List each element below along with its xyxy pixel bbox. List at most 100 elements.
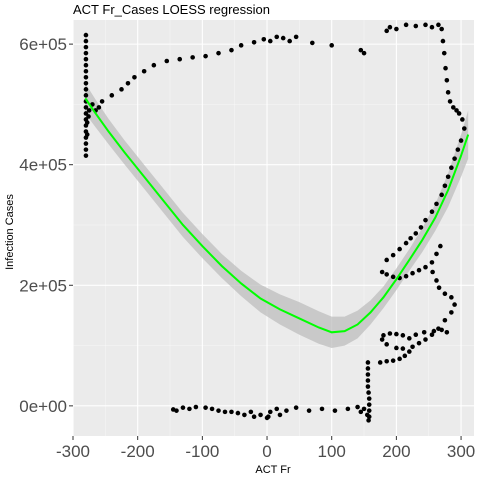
data-point <box>261 36 267 42</box>
data-point <box>440 38 446 44</box>
data-point <box>83 44 89 50</box>
x-tick-label: 300 <box>447 442 475 461</box>
data-point <box>83 68 89 74</box>
data-point <box>439 192 444 198</box>
data-point <box>222 409 228 415</box>
data-point <box>83 38 89 44</box>
data-point <box>170 407 176 412</box>
data-point <box>84 120 90 125</box>
data-point <box>461 126 467 131</box>
data-point <box>83 74 89 80</box>
data-point <box>429 209 435 215</box>
data-point <box>400 346 406 351</box>
y-tick-label: 0e+00 <box>19 397 67 416</box>
data-point <box>455 147 461 152</box>
data-point <box>442 317 448 323</box>
data-point <box>403 22 409 28</box>
data-point <box>384 342 389 347</box>
data-point <box>381 333 386 338</box>
x-tick-label: -100 <box>185 442 219 461</box>
data-point <box>390 274 396 280</box>
chart-title: ACT Fr_Cases LOESS regression <box>73 2 270 17</box>
data-point <box>423 217 428 223</box>
data-point <box>447 99 453 104</box>
data-point <box>251 414 257 420</box>
data-point <box>452 302 457 307</box>
data-point <box>366 396 372 401</box>
data-point <box>387 331 393 336</box>
data-point <box>258 412 263 418</box>
data-point <box>190 55 195 60</box>
x-axis: -300 -200 -100 0 100 200 300 <box>56 436 475 461</box>
data-point <box>177 56 183 62</box>
y-tick-label: 2e+05 <box>19 276 67 295</box>
data-point <box>86 114 91 119</box>
data-point <box>83 105 89 110</box>
data-point <box>83 50 89 56</box>
data-point <box>377 360 383 365</box>
data-point <box>451 105 456 110</box>
data-point <box>310 40 315 46</box>
data-point <box>358 409 364 415</box>
data-point <box>413 231 419 236</box>
data-point <box>364 412 370 418</box>
data-point <box>216 408 221 413</box>
data-point <box>216 50 221 56</box>
data-point <box>358 47 364 53</box>
data-point <box>141 68 147 74</box>
data-point <box>397 246 402 252</box>
data-point <box>384 28 389 34</box>
data-point <box>203 53 208 59</box>
data-point <box>429 24 435 30</box>
data-point <box>248 409 254 415</box>
data-point <box>402 353 408 359</box>
data-point <box>284 408 289 413</box>
data-point <box>421 330 427 335</box>
data-point <box>390 358 396 363</box>
data-point <box>361 50 367 56</box>
data-point <box>407 349 412 354</box>
data-point <box>384 358 389 364</box>
data-point <box>416 267 422 273</box>
data-point <box>365 372 371 377</box>
data-point <box>83 62 89 68</box>
data-point <box>209 406 215 412</box>
data-point <box>365 378 371 383</box>
data-point <box>423 264 428 270</box>
data-point <box>429 332 435 338</box>
data-point <box>229 47 234 53</box>
data-point <box>403 273 409 279</box>
data-point <box>229 409 234 415</box>
data-point <box>306 408 312 413</box>
data-point <box>452 156 457 161</box>
data-point <box>445 90 451 95</box>
data-point <box>345 406 351 412</box>
data-point <box>460 117 465 122</box>
data-point <box>379 269 385 275</box>
data-point <box>119 87 124 92</box>
data-point <box>444 77 450 83</box>
data-point <box>430 269 435 275</box>
data-point <box>439 26 444 32</box>
data-point <box>384 257 389 263</box>
data-point <box>413 23 419 29</box>
data-point <box>400 333 406 338</box>
data-point <box>83 153 89 158</box>
data-point <box>267 38 273 44</box>
data-point <box>84 132 90 137</box>
data-point <box>187 406 192 412</box>
data-point <box>83 56 89 62</box>
data-point <box>397 356 402 362</box>
loess-fit-line <box>84 97 470 334</box>
data-point <box>366 402 372 407</box>
data-point <box>361 406 367 412</box>
data-point <box>293 405 299 410</box>
data-point <box>434 278 439 283</box>
data-point <box>96 105 102 110</box>
data-point <box>267 409 273 415</box>
data-point <box>442 291 448 297</box>
data-point <box>394 331 399 337</box>
data-point <box>86 108 92 113</box>
data-point <box>441 50 447 56</box>
data-point <box>449 310 454 315</box>
